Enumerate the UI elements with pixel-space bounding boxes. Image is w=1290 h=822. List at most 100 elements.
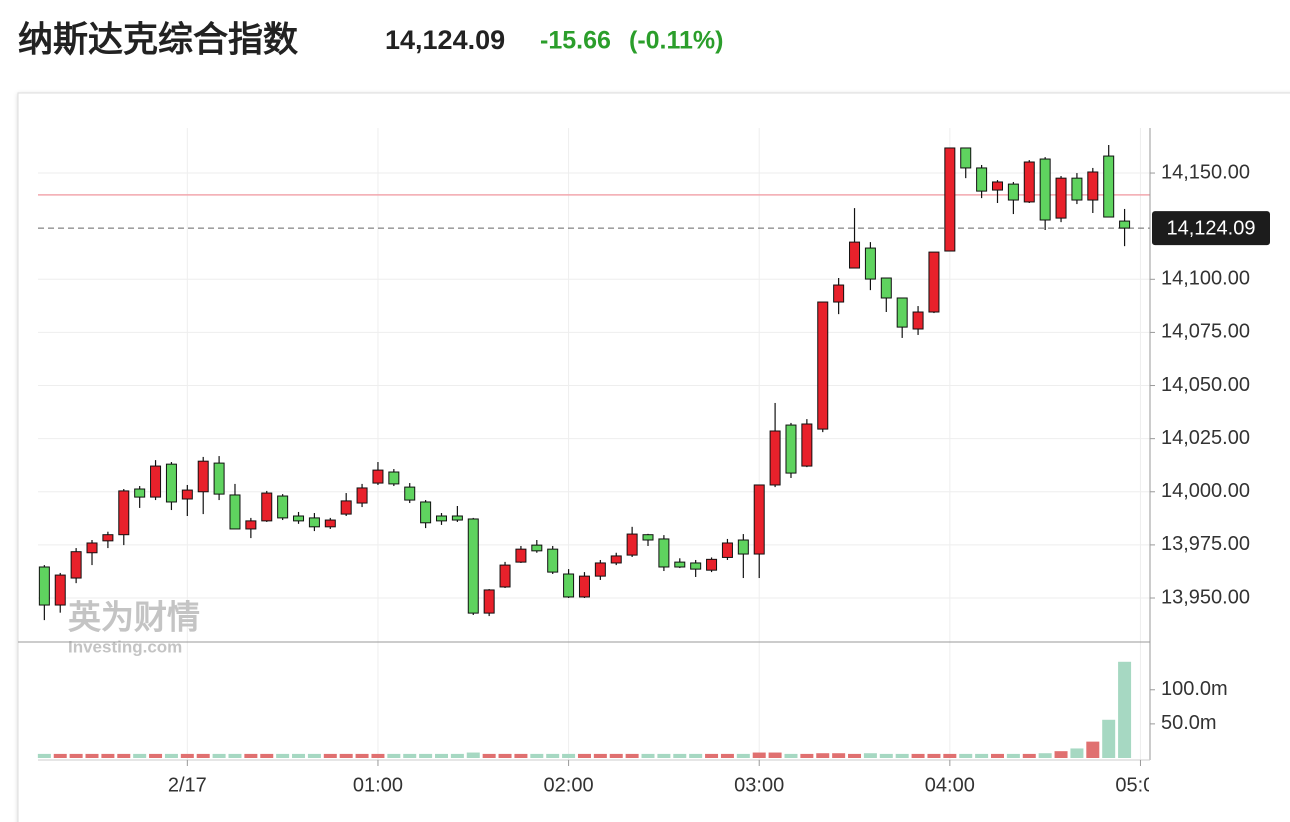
volume-bar xyxy=(180,753,194,758)
price-change: -15.66 xyxy=(540,27,611,55)
last-price-label: 14,124.09 xyxy=(1167,217,1256,239)
candle-body xyxy=(1055,177,1067,219)
volume-bar xyxy=(228,753,242,758)
candle-body xyxy=(1087,171,1099,201)
volume-bar xyxy=(498,753,512,758)
candle-body xyxy=(293,515,305,522)
volume-bar xyxy=(355,753,369,758)
volume-bar xyxy=(1022,753,1036,758)
candle-body xyxy=(991,181,1003,191)
volume-bar xyxy=(975,753,989,758)
volume-bar xyxy=(673,753,687,758)
candle-body xyxy=(737,539,749,555)
volume-bar xyxy=(419,753,433,758)
volume-bar xyxy=(1006,753,1020,758)
candle-body xyxy=(197,460,209,493)
candle-body xyxy=(420,501,432,524)
volume-bar xyxy=(292,753,306,758)
volume-bar xyxy=(244,753,258,758)
candle-body xyxy=(229,494,241,530)
candle-body xyxy=(213,462,225,495)
volume-bar xyxy=(482,753,496,758)
volume-bar xyxy=(323,753,337,758)
volume-bar xyxy=(164,753,178,758)
x-tick-label: 04:00 xyxy=(925,774,975,796)
candle-body xyxy=(1007,183,1019,201)
volume-bar xyxy=(863,753,877,758)
candle-body xyxy=(578,575,590,598)
candle-body xyxy=(435,515,447,522)
marks-layer xyxy=(37,144,1150,758)
candle-body xyxy=(372,469,384,484)
candle-body xyxy=(165,463,177,503)
x-tick-label: 03:00 xyxy=(734,774,784,796)
candle-body xyxy=(594,562,606,577)
volume-bar xyxy=(307,753,321,758)
candle-body xyxy=(102,534,114,542)
candle-body xyxy=(1119,220,1131,229)
candle-body xyxy=(245,520,257,530)
candle-body xyxy=(181,489,193,500)
volume-bar xyxy=(752,752,766,758)
volume-bar xyxy=(784,753,798,758)
candle-body xyxy=(880,277,892,299)
candle-body xyxy=(769,430,781,486)
x-tick-labels: 2/17 01:00 02:00 03:00 04:00 05:00 xyxy=(168,774,1149,796)
candle-body xyxy=(1103,155,1115,218)
candle-body xyxy=(864,247,876,280)
y-tick-label: 50.0m xyxy=(1161,712,1217,734)
y-tick-label: 14,075.00 xyxy=(1161,321,1250,343)
volume-bar xyxy=(530,753,544,758)
candle-body xyxy=(134,488,146,498)
candle-body xyxy=(308,517,320,528)
candle-body xyxy=(1071,177,1083,201)
volume-bar xyxy=(403,753,417,758)
volume-bar xyxy=(434,753,448,758)
candle-body xyxy=(706,558,718,571)
candle-body xyxy=(785,424,797,474)
volume-bar xyxy=(879,753,893,758)
volume-bar xyxy=(736,753,750,758)
candle-body xyxy=(277,495,289,519)
candle-body xyxy=(531,544,543,552)
volume-bar xyxy=(53,753,67,758)
volume-bar xyxy=(37,753,51,758)
volume-bar xyxy=(816,753,830,758)
candle-body xyxy=(690,562,702,570)
candle-body xyxy=(499,564,511,588)
y-tick-label: 14,025.00 xyxy=(1161,427,1250,449)
volume-bar xyxy=(260,753,274,758)
candle-body xyxy=(86,542,98,554)
index-title: 纳斯达克综合指数 xyxy=(18,20,298,59)
candle-body xyxy=(324,519,336,528)
volume-bar xyxy=(1118,661,1132,758)
volume-bar xyxy=(959,753,973,758)
candle-body xyxy=(817,301,829,430)
volume-bar xyxy=(117,753,131,758)
y-tick-label: 14,100.00 xyxy=(1161,268,1250,290)
volume-bar xyxy=(720,753,734,758)
x-tick-label: 2/17 xyxy=(168,774,207,796)
candle-body xyxy=(483,589,495,614)
volume-bar xyxy=(1070,748,1084,758)
chart-frame xyxy=(17,92,1290,822)
volume-bar xyxy=(832,753,846,758)
candle-body xyxy=(1023,161,1035,203)
candle-body xyxy=(547,548,559,573)
volume-bar xyxy=(705,753,719,758)
volume-bar xyxy=(895,753,909,758)
candle-body xyxy=(150,465,162,498)
volume-bar xyxy=(848,753,862,758)
candle-body xyxy=(451,515,463,521)
candle-body xyxy=(1039,158,1051,221)
volume-bar xyxy=(562,753,576,758)
y-tick-label: 13,950.00 xyxy=(1161,586,1250,608)
y-tick-label: 14,000.00 xyxy=(1161,480,1250,502)
candle-body xyxy=(753,484,765,555)
volume-bar xyxy=(85,753,99,758)
volume-bar xyxy=(546,753,560,758)
candle-body xyxy=(356,487,368,504)
candle-body xyxy=(658,538,670,568)
